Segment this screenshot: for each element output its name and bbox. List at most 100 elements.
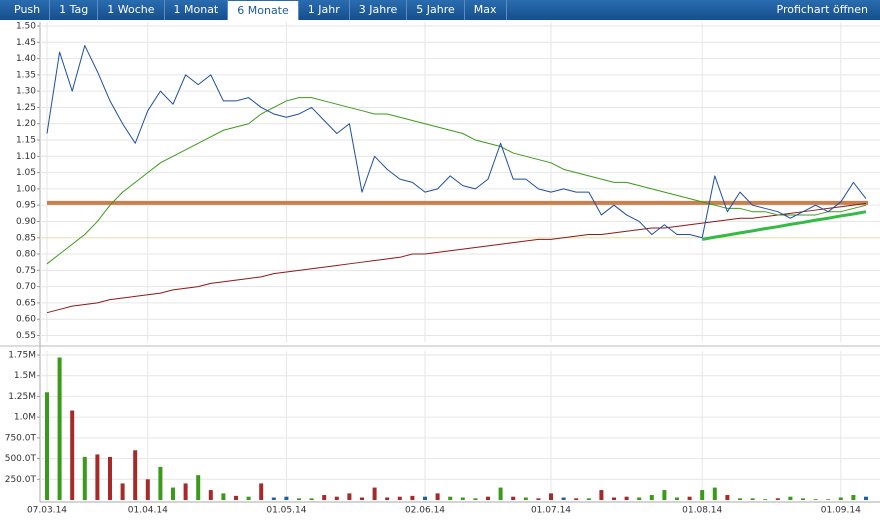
volume-bar (460, 497, 465, 500)
y-tick-label: 0.55 (16, 331, 36, 341)
tab[interactable]: 3 Jahre (350, 0, 408, 20)
volume-bar (423, 496, 427, 500)
volume-bar (158, 466, 163, 500)
volume-bar (284, 496, 289, 500)
y-tick-label: 500.0T (5, 454, 37, 464)
tab[interactable]: 5 Jahre (407, 0, 465, 20)
volume-bar (549, 493, 553, 500)
y-tick-label: 250.0T (5, 475, 37, 485)
x-tick-label: 01.08.14 (682, 506, 722, 516)
volume-bar (234, 495, 238, 500)
volume-bar (712, 487, 717, 500)
volume-bar (511, 496, 516, 500)
volume-bar (536, 498, 541, 500)
line-series (46, 203, 867, 314)
volume-bar (82, 456, 87, 500)
volume-bar (271, 497, 276, 500)
tab[interactable]: 6 Monate (228, 1, 299, 20)
volume-bar (498, 487, 503, 500)
volume-bar (738, 498, 742, 500)
volume-bar (561, 497, 566, 500)
y-tick-label: 1.5M (14, 371, 36, 381)
volume-bar (259, 483, 264, 500)
volume-bar (322, 495, 327, 500)
volume-bar (662, 490, 667, 500)
y-tick-label: 1.30 (16, 87, 36, 97)
x-tick-label: 02.06.14 (405, 506, 445, 516)
y-tick-label: 1.50 (16, 22, 36, 32)
y-tick-label: 1.0M (14, 413, 36, 423)
volume-bar (360, 497, 364, 500)
toolbar: Push 1 Tag 1 Woche 1 Monat 6 Monate 1 Jahr 3 J… (0, 0, 880, 20)
volume-bar (624, 496, 629, 500)
volume-bar (435, 493, 440, 500)
volume-bar (183, 483, 188, 500)
volume-bar (145, 479, 150, 500)
volume-bar (334, 496, 339, 500)
volume-bar (133, 450, 138, 500)
y-tick-label: 1.25 (16, 103, 36, 113)
volume-bar (171, 487, 175, 500)
volume-bar (473, 498, 478, 500)
line-series (701, 210, 867, 241)
volume-bar (838, 497, 843, 500)
volume-bar (108, 456, 112, 500)
y-tick-label: 1.45 (16, 38, 36, 48)
volume-bar (750, 498, 755, 500)
volume-bar (347, 493, 352, 500)
volume-bar (599, 490, 604, 500)
y-tick-label: 750.0T (5, 433, 37, 443)
tab[interactable]: 1 Monat (165, 0, 229, 20)
profichart-link[interactable]: Profichart öffnen (776, 3, 869, 16)
volume-bar (813, 499, 818, 500)
y-tick-label: 1.25M (8, 392, 36, 402)
x-tick-label: 01.07.14 (531, 506, 571, 516)
tab[interactable]: Push (5, 0, 51, 20)
volume-bar (95, 454, 100, 500)
volume-bar (486, 496, 490, 500)
volume-bar (637, 497, 642, 500)
y-tick-label: 1.75M (8, 351, 36, 361)
volume-bar (523, 497, 528, 500)
tab[interactable]: 1 Woche (98, 0, 165, 20)
volume-bar (675, 497, 679, 500)
volume-bar (826, 499, 831, 500)
volume-bar (120, 483, 125, 500)
y-tick-label: 0.75 (16, 266, 36, 276)
y-tick-label: 1.05 (16, 168, 36, 178)
volume-bar (309, 498, 314, 500)
volume-bar (448, 496, 453, 500)
y-tick-label: 0.95 (16, 201, 36, 211)
volume-bar (410, 495, 415, 500)
volume-bar (372, 487, 377, 500)
volume-bar (700, 490, 705, 500)
y-tick-label: 0.80 (16, 250, 36, 260)
y-tick-label: 1.15 (16, 136, 36, 146)
volume-bar (649, 495, 654, 500)
tab[interactable]: 1 Tag (50, 0, 99, 20)
volume-bar (45, 392, 49, 500)
volume-bar (725, 495, 730, 500)
volume-bar (612, 497, 616, 500)
x-tick-label: 01.09.14 (821, 506, 861, 516)
x-tick-label: 01.05.14 (266, 506, 306, 516)
y-tick-label: 1.00 (16, 184, 36, 194)
y-tick-label: 0.65 (16, 298, 36, 308)
volume-bar (687, 496, 692, 500)
volume-bar (196, 475, 201, 500)
x-tick-label: 07.03.14 (27, 506, 67, 516)
y-tick-label: 1.40 (16, 54, 36, 64)
y-tick-label: 0.70 (16, 282, 36, 292)
tab[interactable]: Max (465, 0, 507, 20)
volume-bar (775, 498, 780, 500)
volume-bar (297, 498, 301, 500)
volume-bar (586, 498, 591, 500)
volume-bar (864, 496, 868, 500)
tab[interactable]: 1 Jahr (299, 0, 350, 20)
volume-bar (221, 493, 226, 500)
volume-bar (397, 496, 402, 500)
volume-bar (70, 410, 75, 500)
volume-bar (801, 498, 805, 500)
